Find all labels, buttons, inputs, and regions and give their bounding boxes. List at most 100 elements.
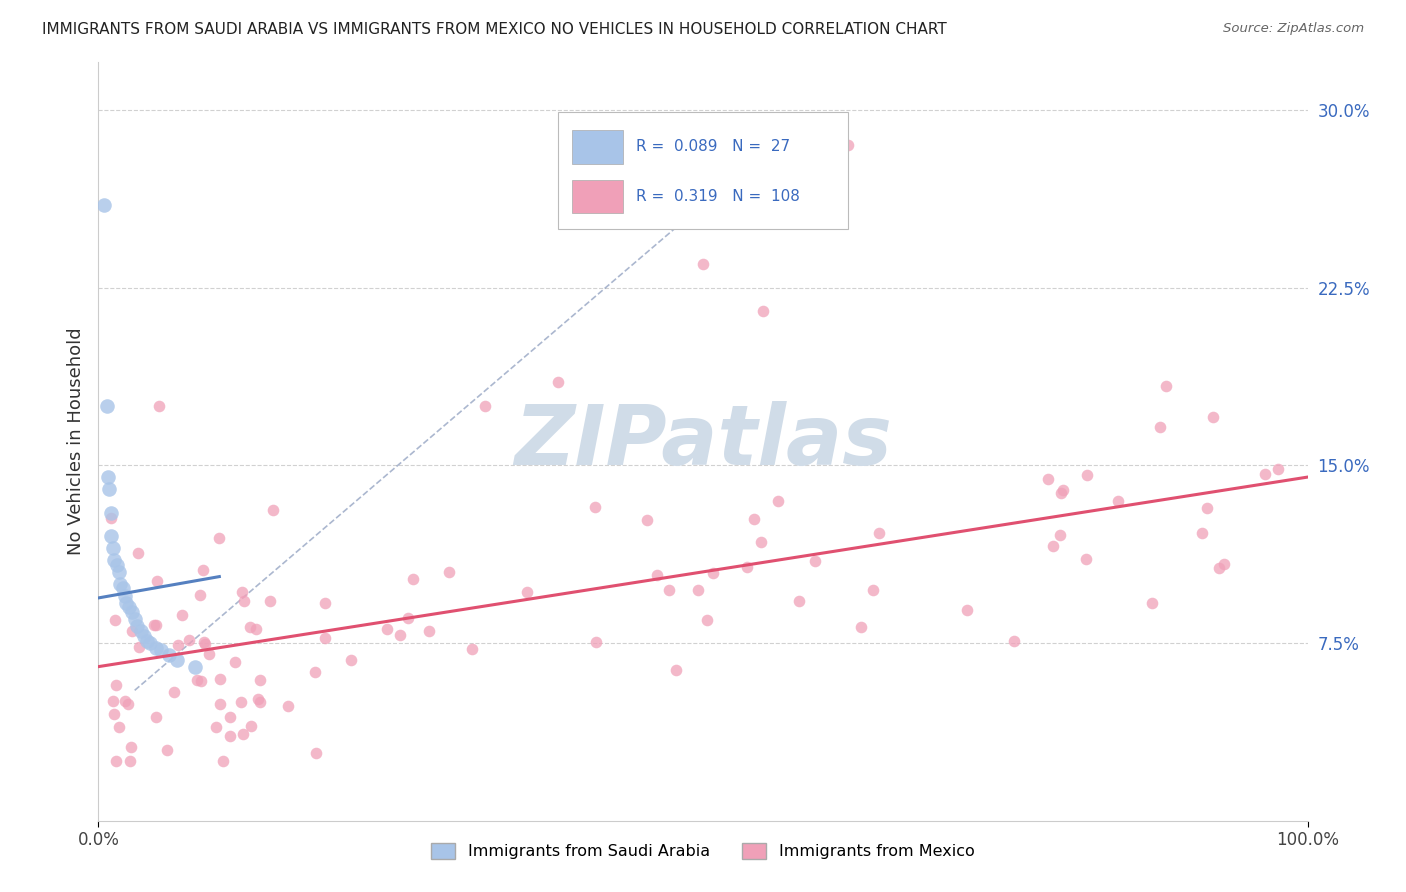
- Point: [115, 596, 138, 610]
- Point: [166, 638, 188, 652]
- Point: [172, 607, 194, 622]
- Point: [686, 582, 709, 597]
- Text: R =  0.319   N =  108: R = 0.319 N = 108: [637, 189, 800, 204]
- Point: [837, 138, 859, 153]
- Point: [157, 648, 180, 662]
- Point: [224, 655, 246, 669]
- Point: [163, 685, 186, 699]
- Point: [108, 720, 131, 734]
- Text: ZIPatlas: ZIPatlas: [515, 401, 891, 482]
- Point: [1002, 634, 1025, 648]
- Point: [193, 635, 215, 649]
- Point: [231, 585, 253, 599]
- Point: [124, 612, 146, 626]
- Point: [1213, 557, 1236, 571]
- Point: [752, 304, 775, 318]
- Point: [208, 531, 231, 545]
- Point: [145, 640, 167, 655]
- Point: [868, 525, 890, 540]
- Point: [314, 596, 336, 610]
- Text: Source: ZipAtlas.com: Source: ZipAtlas.com: [1223, 22, 1364, 36]
- Point: [804, 554, 827, 568]
- Point: [742, 512, 765, 526]
- Point: [665, 663, 688, 677]
- Point: [134, 629, 156, 643]
- Point: [100, 529, 122, 543]
- Point: [636, 513, 658, 527]
- Point: [98, 482, 121, 496]
- Point: [208, 697, 231, 711]
- Text: IMMIGRANTS FROM SAUDI ARABIA VS IMMIGRANTS FROM MEXICO NO VEHICLES IN HOUSEHOLD : IMMIGRANTS FROM SAUDI ARABIA VS IMMIGRAN…: [42, 22, 946, 37]
- Point: [96, 399, 118, 413]
- Point: [139, 636, 162, 650]
- Point: [1107, 494, 1129, 508]
- Point: [114, 694, 136, 708]
- Point: [118, 755, 141, 769]
- Point: [339, 652, 361, 666]
- Point: [437, 565, 460, 579]
- Bar: [572, 130, 623, 163]
- Point: [191, 563, 214, 577]
- Point: [105, 678, 128, 692]
- Point: [239, 620, 262, 634]
- FancyBboxPatch shape: [558, 112, 848, 229]
- Point: [955, 603, 977, 617]
- Point: [101, 541, 124, 556]
- Point: [249, 695, 271, 709]
- Point: [105, 558, 128, 572]
- Point: [156, 743, 179, 757]
- Point: [516, 584, 538, 599]
- Point: [194, 637, 217, 651]
- Point: [118, 600, 141, 615]
- Point: [702, 566, 724, 581]
- Point: [249, 673, 271, 688]
- Point: [233, 594, 256, 608]
- Point: [240, 719, 263, 733]
- Point: [583, 500, 606, 515]
- Point: [150, 643, 173, 657]
- Point: [103, 553, 125, 567]
- Point: [184, 659, 207, 673]
- Point: [104, 614, 127, 628]
- Point: [1052, 483, 1074, 497]
- Point: [143, 618, 166, 632]
- Point: [117, 697, 139, 711]
- Point: [127, 546, 149, 560]
- Point: [585, 635, 607, 649]
- Point: [1195, 501, 1218, 516]
- Point: [127, 619, 149, 633]
- Point: [245, 623, 267, 637]
- Point: [219, 729, 242, 743]
- Point: [1049, 528, 1071, 542]
- Point: [259, 593, 281, 607]
- Point: [304, 665, 326, 679]
- Point: [696, 613, 718, 627]
- Point: [314, 631, 336, 645]
- Point: [1208, 561, 1230, 575]
- Point: [735, 560, 758, 574]
- Bar: [572, 179, 623, 213]
- Point: [461, 641, 484, 656]
- Point: [229, 695, 252, 709]
- Point: [97, 470, 120, 484]
- Point: [232, 727, 254, 741]
- Y-axis label: No Vehicles in Household: No Vehicles in Household: [66, 327, 84, 556]
- Point: [396, 610, 419, 624]
- Point: [219, 710, 242, 724]
- Point: [145, 710, 167, 724]
- Point: [100, 511, 122, 525]
- Point: [108, 565, 131, 579]
- Point: [121, 624, 143, 638]
- Point: [1076, 468, 1098, 483]
- Point: [645, 567, 668, 582]
- Point: [375, 622, 398, 636]
- Point: [128, 640, 150, 654]
- Point: [418, 624, 440, 638]
- Point: [277, 698, 299, 713]
- Point: [402, 573, 425, 587]
- Point: [262, 503, 284, 517]
- Point: [1050, 486, 1073, 500]
- Point: [100, 506, 122, 520]
- Point: [474, 399, 496, 413]
- Point: [93, 197, 115, 211]
